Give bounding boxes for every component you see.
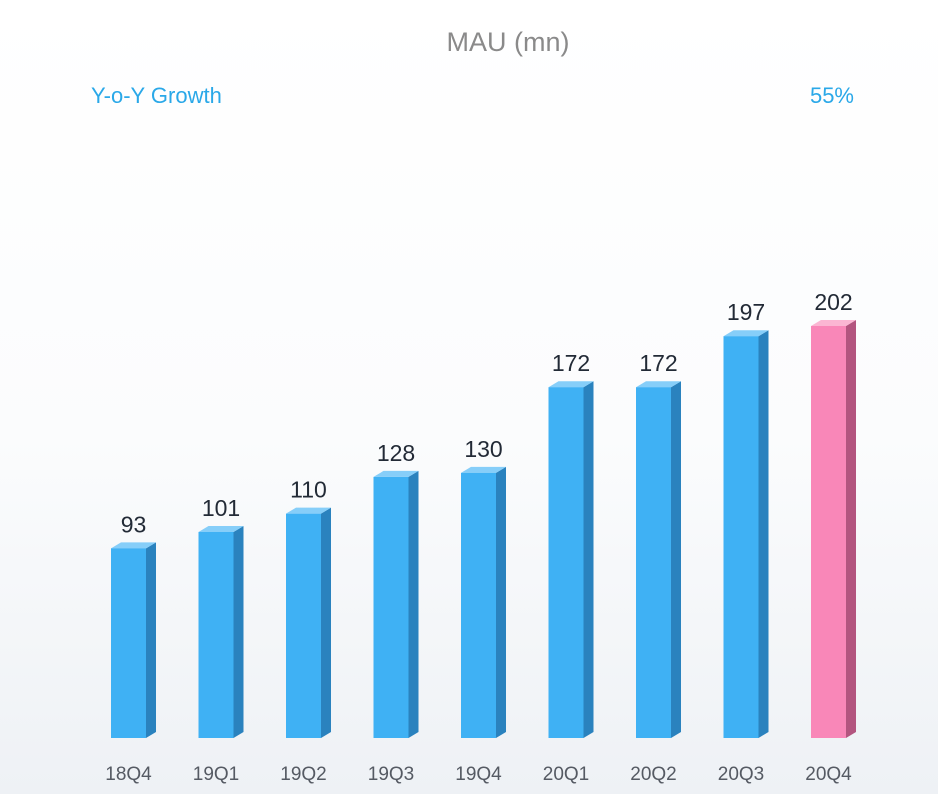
bar-front [811, 326, 846, 738]
bar-side [321, 507, 331, 738]
category-label-20q3: 20Q3 [718, 764, 764, 785]
bar-19q3 [373, 470, 419, 738]
bar-top [111, 542, 156, 549]
bar-20q1 [548, 381, 594, 738]
bar-top [286, 507, 331, 514]
bar-20q2 [636, 381, 681, 738]
bar-20q3 [723, 330, 769, 738]
chart-title: MAU (mn) [447, 27, 570, 57]
bar-front [373, 476, 409, 738]
bar-top [723, 330, 769, 337]
bar-side [146, 542, 156, 738]
bar-front [636, 387, 671, 738]
bar-front [723, 336, 759, 738]
category-label-19q3: 19Q3 [368, 764, 414, 785]
bar-side [846, 320, 856, 738]
yoy-growth-value: 55% [810, 83, 854, 108]
bar-19q1 [198, 526, 244, 738]
bar-top [548, 381, 594, 388]
data-label-19q4: 130 [464, 436, 502, 462]
data-label-20q2: 172 [639, 350, 677, 376]
bar-side [583, 381, 594, 738]
yoy-growth-label: Y-o-Y Growth [91, 83, 222, 108]
bar-front [461, 472, 496, 738]
bar-front [111, 548, 146, 738]
category-label-20q4: 20Q4 [805, 764, 852, 785]
data-label-18q4: 93 [121, 511, 147, 537]
data-label-20q3: 197 [727, 299, 765, 325]
category-label-20q2: 20Q2 [630, 764, 676, 785]
category-label-19q2: 19Q2 [280, 764, 326, 785]
bar-side [671, 381, 681, 738]
category-label-19q4: 19Q4 [455, 764, 502, 785]
bar-side [496, 466, 506, 738]
bar-front [548, 387, 584, 738]
data-label-20q4: 202 [814, 289, 852, 315]
bar-top [461, 466, 506, 473]
bar-side [408, 470, 419, 738]
category-label-19q1: 19Q1 [193, 764, 239, 785]
data-label-19q1: 101 [202, 495, 240, 521]
bar-top [198, 526, 244, 532]
bar-top [811, 320, 856, 326]
category-label-18q4: 18Q4 [105, 764, 152, 785]
bar-side [233, 526, 244, 738]
bar-front [198, 532, 234, 738]
bar-20q4 [811, 320, 856, 738]
bar-19q2 [286, 507, 331, 738]
data-label-20q1: 172 [552, 350, 590, 376]
data-label-19q3: 128 [377, 440, 415, 466]
bar-19q4 [461, 466, 506, 738]
bar-top [373, 470, 419, 477]
bar-side [758, 330, 769, 738]
bar-front [286, 513, 321, 738]
category-label-20q1: 20Q1 [543, 764, 589, 785]
bars-group: 93 18Q4 101 19Q1 110 19Q2 128 19Q3 130 19Q4 172 20Q… [105, 289, 856, 785]
bar-top [636, 381, 681, 388]
data-label-19q2: 110 [290, 477, 327, 503]
bar-18q4 [111, 542, 156, 738]
